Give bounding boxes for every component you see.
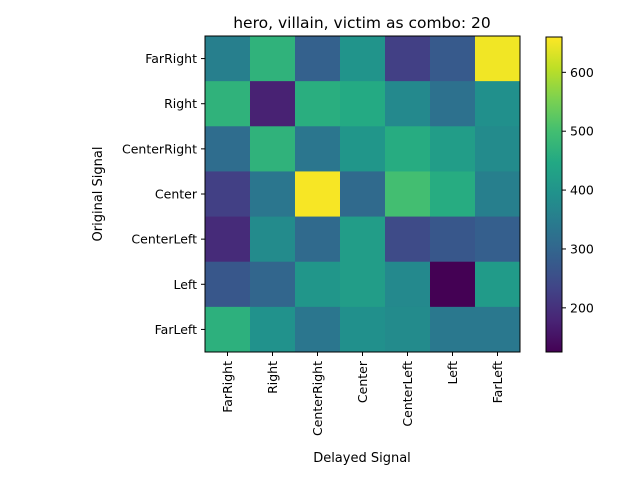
heatmap-cell: [340, 216, 386, 263]
y-tick-label: CenterLeft: [131, 232, 197, 247]
y-axis-label: Original Signal: [91, 147, 106, 242]
heatmap-cell: [430, 306, 476, 353]
heatmap-cell: [385, 126, 431, 172]
heatmap-cell: [385, 306, 431, 353]
x-tick-label: Center: [355, 360, 370, 403]
heatmap-cell: [475, 81, 521, 127]
heatmap-cell: [205, 126, 251, 172]
heatmap-cell: [295, 261, 341, 308]
heatmap-cell: [475, 261, 521, 308]
heatmap-cell: [250, 306, 296, 353]
heatmap-cell: [475, 171, 521, 218]
heatmap-cell: [340, 171, 386, 218]
y-axis: FarRight Right CenterRight Center CenterLeft…: [122, 51, 205, 337]
x-tick-label: Left: [445, 361, 460, 385]
heatmap-cell: [385, 81, 431, 127]
colorbar-tick-label: 600: [570, 65, 594, 80]
x-tick-label: CenterLeft: [400, 361, 415, 427]
x-tick-label: FarLeft: [490, 361, 505, 403]
heatmap-cell: [385, 36, 431, 82]
colorbar-tick-label: 300: [570, 241, 594, 256]
heatmap-cell: [475, 306, 521, 353]
y-tick-label: Center: [155, 187, 198, 202]
y-tick-label: FarLeft: [155, 322, 197, 337]
heatmap-cell: [295, 216, 341, 263]
heatmap-cell: [295, 171, 341, 218]
heatmap-cell: [385, 261, 431, 308]
heatmap-cell: [250, 171, 296, 218]
y-tick-label: FarRight: [145, 51, 197, 66]
heatmap-cell: [250, 81, 296, 127]
chart-title: hero, villain, victim as combo: 20: [233, 14, 491, 32]
heatmap-cell: [430, 216, 476, 263]
colorbar-tick-label: 400: [570, 183, 594, 198]
heatmap-cell: [430, 261, 476, 308]
heatmap-cell: [205, 171, 251, 218]
heatmap-cell: [430, 81, 476, 127]
heatmap-cell: [205, 306, 251, 353]
heatmap-cell: [205, 216, 251, 263]
x-axis-label: Delayed Signal: [313, 451, 411, 466]
heatmap-cell: [340, 261, 386, 308]
y-tick-label: Left: [173, 277, 197, 292]
x-tick-label: Right: [265, 361, 280, 394]
heatmap-cell: [340, 126, 386, 172]
heatmap-cell: [250, 126, 296, 172]
heatmap-cell: [430, 126, 476, 172]
heatmap-cell: [295, 81, 341, 127]
heatmap-cells: [205, 36, 521, 353]
heatmap-cell: [430, 171, 476, 218]
heatmap-cell: [340, 81, 386, 127]
heatmap-cell: [475, 36, 521, 82]
x-axis: FarRight Right CenterRight Center CenterLeft…: [220, 352, 505, 436]
colorbar-tick-label: 200: [570, 300, 594, 315]
y-tick-label: CenterRight: [122, 141, 197, 156]
heatmap-cell: [205, 36, 251, 82]
heatmap-cell: [250, 261, 296, 308]
colorbar: [545, 36, 563, 353]
heatmap-cell: [295, 126, 341, 172]
x-tick-label: CenterRight: [310, 361, 325, 436]
heatmap-cell: [250, 36, 296, 82]
heatmap-cell: [205, 81, 251, 127]
heatmap-cell: [340, 36, 386, 82]
heatmap-cell: [385, 171, 431, 218]
heatmap-cell: [205, 261, 251, 308]
colorbar-ticks: 200 300 400 500 600: [562, 65, 594, 315]
heatmap-cell: [430, 36, 476, 82]
heatmap-cell: [295, 36, 341, 82]
heatmap-cell: [295, 306, 341, 353]
heatmap-cell: [340, 306, 386, 353]
heatmap-cell: [385, 216, 431, 263]
x-tick-label: FarRight: [220, 361, 235, 413]
heatmap-cell: [475, 126, 521, 172]
heatmap-cell: [475, 216, 521, 263]
heatmap-cell: [250, 216, 296, 263]
y-tick-label: Right: [164, 96, 197, 111]
colorbar-tick-label: 500: [570, 124, 594, 139]
